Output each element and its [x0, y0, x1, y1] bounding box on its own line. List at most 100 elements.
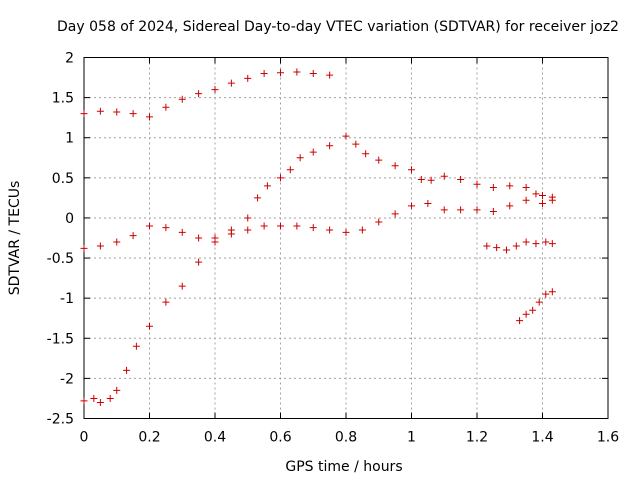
- data-point: [277, 174, 284, 182]
- data-point: [309, 224, 317, 232]
- data-point: [375, 218, 383, 226]
- x-tick-label: 1: [407, 430, 416, 446]
- data-point: [260, 222, 268, 230]
- series-5: [516, 288, 556, 325]
- y-tick-label: -1.5: [47, 331, 74, 347]
- chart-title: Day 058 of 2024, Sidereal Day-to-day VTE…: [57, 19, 619, 35]
- data-point: [80, 244, 88, 252]
- data-point: [440, 206, 448, 214]
- data-point: [260, 70, 268, 78]
- data-point: [522, 310, 530, 318]
- y-tick-label: -0.5: [47, 251, 74, 267]
- data-point: [244, 226, 252, 234]
- series-1: [80, 68, 334, 121]
- x-tick-label: 0.6: [269, 430, 291, 446]
- data-point: [162, 298, 170, 306]
- data-point: [483, 242, 491, 250]
- data-point: [532, 240, 540, 248]
- series-2: [80, 132, 556, 406]
- data-point: [375, 156, 383, 164]
- data-point: [457, 206, 465, 214]
- data-point: [391, 162, 399, 170]
- data-marks: [80, 68, 556, 406]
- y-tick-label: 1.5: [52, 91, 74, 107]
- data-point: [309, 70, 317, 78]
- data-point: [512, 242, 520, 250]
- y-tick-label: 1: [65, 131, 74, 147]
- data-point: [342, 228, 350, 236]
- x-tick-label: 0: [80, 430, 89, 446]
- data-point: [132, 342, 140, 350]
- data-point: [548, 240, 556, 248]
- data-point: [244, 214, 252, 222]
- data-point: [146, 113, 153, 121]
- data-point: [358, 226, 366, 234]
- data-point: [542, 238, 550, 246]
- y-tick-label: -1: [60, 291, 74, 307]
- y-tick-label: -2: [60, 371, 74, 387]
- data-point: [178, 282, 186, 290]
- data-point: [263, 182, 271, 190]
- data-point: [408, 202, 415, 210]
- data-point: [493, 244, 501, 252]
- data-point: [326, 226, 334, 234]
- data-point: [293, 222, 301, 230]
- data-point: [178, 228, 186, 236]
- y-axis-label: SDTVAR / TECUs: [7, 181, 23, 296]
- data-point: [254, 194, 262, 202]
- series-3: [80, 196, 556, 252]
- x-axis-label: GPS time / hours: [285, 459, 402, 475]
- x-tick-labels: 0 0.2 0.4 0.6 0.8 1 1.2 1.4 1.6: [80, 430, 620, 446]
- data-point: [309, 148, 317, 156]
- data-point: [342, 132, 350, 140]
- data-point: [123, 366, 131, 374]
- data-point: [113, 386, 121, 394]
- data-point: [146, 222, 153, 230]
- data-point: [277, 69, 284, 77]
- x-tick-label: 1.2: [466, 430, 488, 446]
- data-point: [296, 154, 304, 162]
- data-point: [502, 246, 510, 254]
- data-point: [522, 238, 530, 246]
- data-point: [539, 200, 546, 208]
- data-point: [440, 172, 448, 180]
- data-point: [227, 230, 235, 238]
- data-point: [293, 68, 301, 76]
- data-point: [162, 103, 170, 111]
- data-point: [244, 74, 252, 82]
- data-point: [506, 182, 514, 190]
- data-point: [535, 298, 543, 306]
- data-point: [90, 394, 98, 402]
- data-point: [473, 180, 481, 188]
- data-point: [113, 108, 121, 116]
- data-point: [211, 234, 219, 242]
- data-point: [211, 86, 219, 94]
- data-point: [80, 110, 88, 118]
- y-tick-label: 2: [65, 51, 74, 67]
- data-point: [96, 107, 104, 115]
- data-point: [195, 90, 203, 98]
- data-point: [96, 242, 104, 250]
- data-point: [129, 110, 137, 118]
- x-tick-label: 1.4: [531, 430, 553, 446]
- data-point: [362, 150, 370, 158]
- data-point: [106, 394, 114, 402]
- data-point: [473, 206, 481, 214]
- data-point: [162, 224, 170, 232]
- data-point: [427, 176, 435, 184]
- data-point: [539, 191, 546, 199]
- data-point: [326, 142, 334, 150]
- data-point: [195, 234, 203, 242]
- data-point: [489, 183, 497, 191]
- data-point: [532, 190, 540, 198]
- data-point: [506, 202, 514, 210]
- y-tick-label: 0: [65, 211, 74, 227]
- data-point: [529, 306, 537, 314]
- data-point: [129, 232, 137, 240]
- grid-layer: [84, 57, 608, 419]
- data-point: [522, 183, 530, 191]
- data-point: [408, 166, 415, 174]
- series-4: [483, 238, 556, 254]
- data-point: [548, 288, 556, 296]
